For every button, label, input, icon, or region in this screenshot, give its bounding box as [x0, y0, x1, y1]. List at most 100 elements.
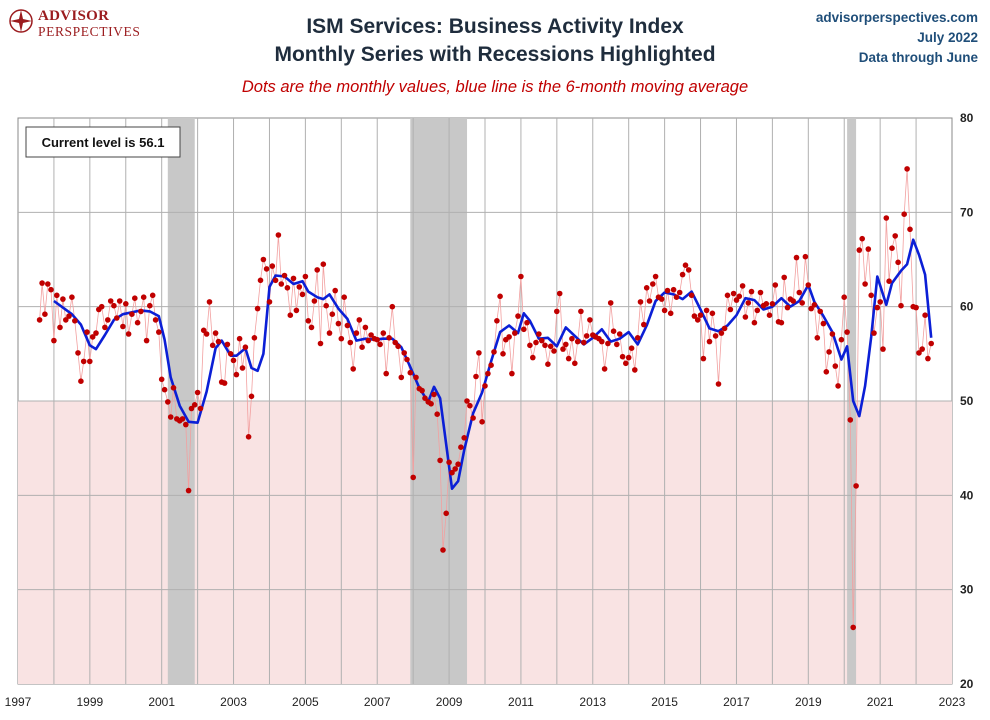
data-point — [688, 292, 695, 299]
data-point — [802, 253, 809, 260]
data-point — [844, 329, 850, 335]
data-point — [272, 277, 279, 284]
data-point — [452, 466, 459, 472]
data-point — [293, 307, 300, 314]
data-point — [625, 354, 632, 361]
data-point — [350, 366, 357, 372]
logo-text-advisor: ADVISOR — [38, 8, 110, 24]
data-point — [883, 215, 890, 221]
data-point — [727, 306, 734, 313]
data-point — [377, 341, 383, 348]
data-point — [407, 369, 414, 376]
data-point — [308, 324, 315, 331]
data-point — [143, 337, 150, 344]
data-point — [565, 355, 572, 362]
data-point — [332, 287, 339, 294]
data-point — [751, 319, 758, 326]
data-point — [739, 283, 746, 289]
data-point — [841, 294, 847, 301]
data-point — [524, 319, 530, 326]
data-point — [742, 314, 749, 320]
x-tick-label: 2013 — [579, 695, 606, 709]
data-point — [607, 300, 614, 306]
data-point — [482, 383, 488, 389]
data-point — [197, 405, 204, 412]
data-point — [278, 281, 285, 287]
data-point — [329, 311, 336, 318]
data-point — [138, 308, 144, 315]
source-block: advisorperspectives.com July 2022 Data t… — [816, 8, 978, 68]
data-point — [132, 295, 138, 302]
data-point — [829, 331, 836, 337]
data-point — [80, 358, 87, 365]
data-point — [48, 286, 54, 293]
data-point — [111, 302, 117, 309]
data-point — [925, 355, 931, 362]
data-point — [601, 366, 608, 372]
data-point — [500, 351, 506, 357]
data-point — [269, 263, 276, 269]
data-point — [679, 271, 686, 278]
data-point — [658, 296, 665, 302]
data-point — [317, 340, 324, 347]
data-point — [60, 296, 66, 302]
current-level-callout: Current level is 56.1 — [25, 126, 181, 158]
source-site: advisorperspectives.com — [815, 10, 978, 25]
data-point — [913, 304, 919, 311]
data-point — [685, 267, 692, 273]
data-point — [179, 416, 186, 422]
data-point — [754, 307, 761, 314]
data-point — [428, 401, 434, 407]
data-point — [302, 273, 309, 280]
x-tick-label: 2011 — [508, 695, 534, 709]
source-note: Data through June — [858, 50, 978, 65]
data-point — [227, 351, 234, 357]
data-point — [551, 348, 557, 354]
data-point — [296, 284, 303, 290]
y-tick-label: 50 — [960, 394, 974, 408]
data-point — [161, 386, 168, 393]
data-point — [676, 289, 683, 296]
data-point — [928, 340, 934, 347]
data-point — [194, 389, 201, 396]
data-point — [781, 274, 787, 281]
data-point — [404, 356, 410, 363]
data-point — [284, 285, 291, 291]
data-point — [224, 341, 231, 348]
data-point — [643, 285, 650, 291]
data-point — [491, 349, 497, 355]
x-tick-label: 2001 — [148, 695, 175, 709]
data-point — [757, 289, 764, 296]
data-point — [183, 421, 189, 428]
data-point — [129, 311, 135, 318]
data-point — [661, 307, 668, 314]
data-point — [545, 361, 551, 368]
data-point — [916, 350, 922, 356]
data-point — [203, 331, 210, 337]
data-point — [709, 310, 716, 317]
data-point — [673, 294, 680, 301]
data-point — [512, 330, 518, 336]
data-point — [464, 398, 470, 404]
data-point — [84, 329, 90, 335]
advisor-perspectives-logo: ADVISOR PERSPECTIVES — [8, 6, 158, 42]
data-point — [78, 378, 84, 385]
data-point — [39, 280, 45, 286]
data-point — [266, 299, 273, 305]
data-point — [724, 292, 731, 299]
data-point — [853, 483, 859, 489]
data-point — [556, 290, 563, 297]
data-point — [114, 315, 120, 321]
data-point — [664, 287, 671, 294]
data-point — [380, 330, 387, 336]
data-point — [299, 291, 306, 298]
data-point — [871, 330, 877, 336]
data-point — [167, 414, 174, 420]
data-point — [497, 293, 503, 300]
data-point — [691, 313, 698, 319]
data-point — [437, 457, 443, 464]
data-point — [362, 324, 369, 331]
data-point — [75, 350, 81, 356]
data-point — [712, 333, 719, 339]
data-point — [715, 381, 722, 387]
